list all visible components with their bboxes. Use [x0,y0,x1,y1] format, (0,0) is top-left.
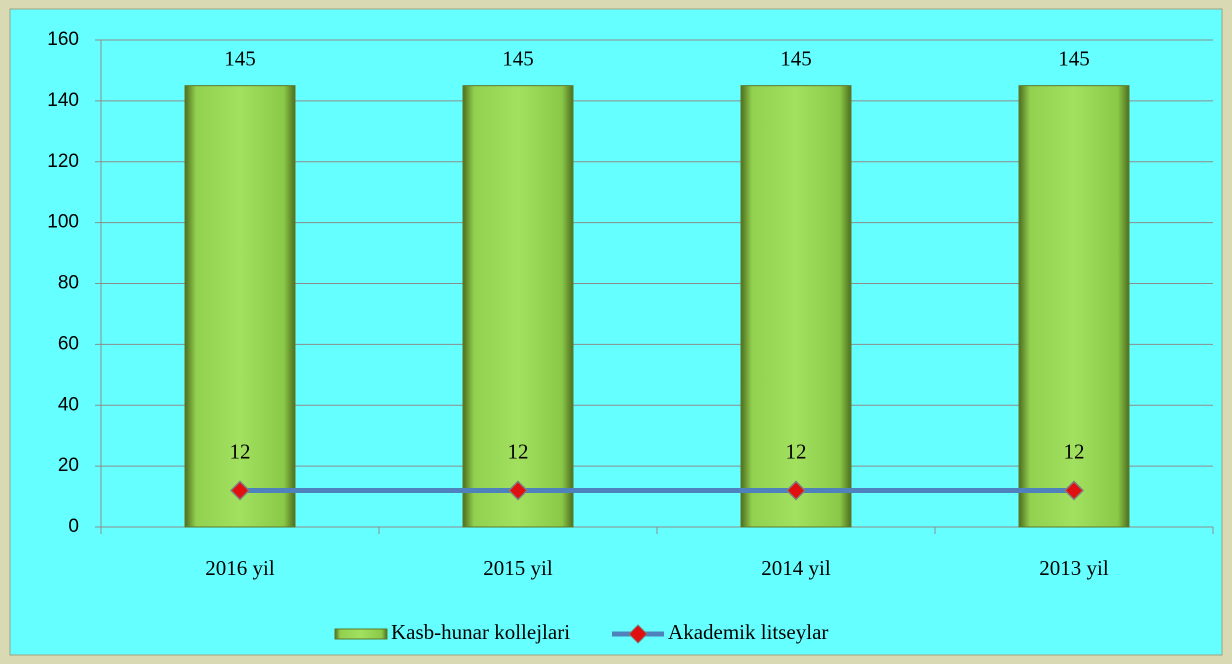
data-label: 12 [1064,439,1085,463]
marker [507,480,529,501]
y-tick-label: 40 [58,394,79,415]
y-tick-label: 0 [68,516,79,537]
y-tick-label: 120 [47,151,79,172]
data-label: 12 [508,439,529,463]
bar [1018,85,1130,528]
x-tick-label: 2013 yil [1039,556,1109,580]
data-label: 12 [786,439,807,463]
y-tick-label: 100 [47,212,79,233]
data-label: 145 [1058,46,1090,70]
legend-label: Kasb-hunar kollejlari [391,620,570,644]
x-tick-label: 2015 yil [483,556,553,580]
data-label: 145 [502,46,534,70]
legend-label: Akademik litseylar [668,620,828,644]
marker [785,480,807,501]
y-tick-label: 80 [58,273,79,294]
y-tick-label: 20 [58,455,79,476]
bar [184,85,296,528]
legend-marker [628,624,648,644]
marker [1063,480,1085,501]
bar [740,85,852,528]
x-tick-label: 2016 yil [205,556,275,580]
y-tick-label: 140 [47,90,79,111]
marker [229,480,251,501]
y-tick-label: 60 [58,333,79,354]
y-tick-label: 160 [47,29,79,50]
bar [462,85,574,528]
data-label: 145 [224,46,256,70]
data-label: 12 [230,439,251,463]
x-tick-label: 2014 yil [761,556,831,580]
legend-swatch [334,628,388,640]
data-label: 145 [780,46,812,70]
